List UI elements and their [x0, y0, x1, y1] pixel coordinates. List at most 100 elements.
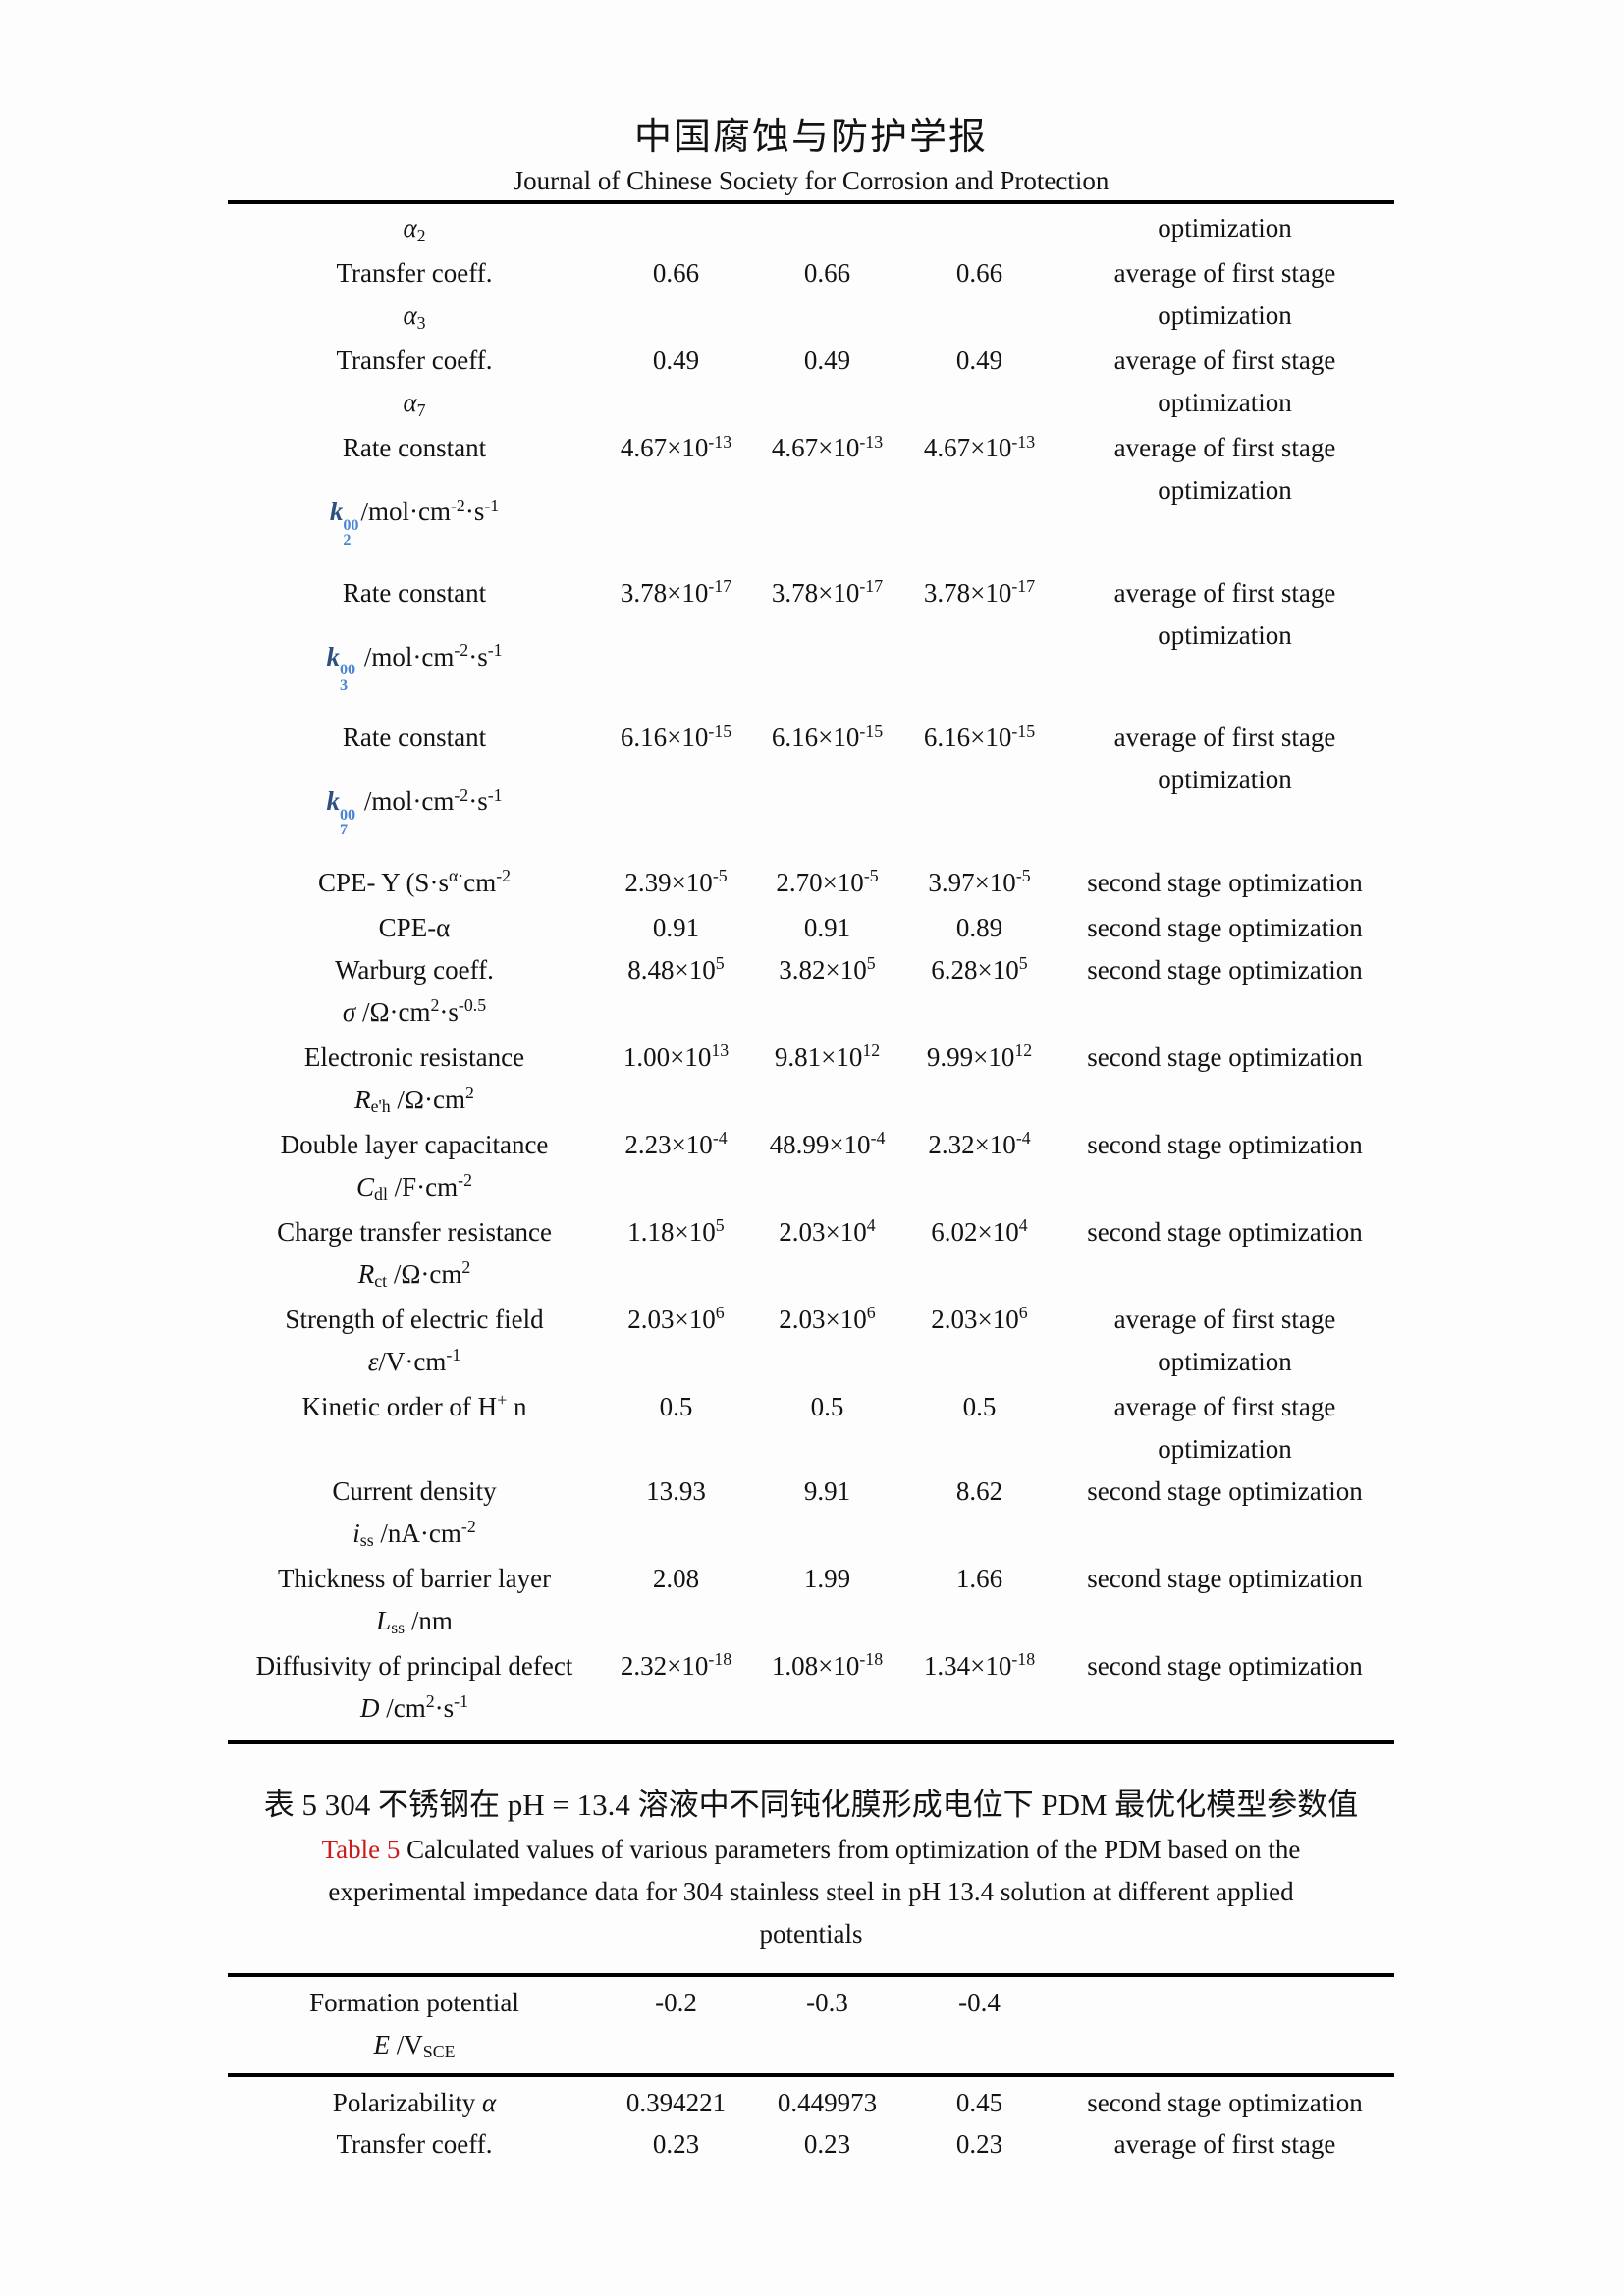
value-col2: 0.449973: [777, 2087, 878, 2117]
value-col3: 0.45: [955, 2087, 1003, 2117]
value-col3: 0.49: [955, 346, 1003, 375]
param-name-cell: Formation potential E /VSCE: [228, 1982, 601, 2069]
param-name-cell: Kinetic order of H+ n: [228, 1386, 601, 1470]
param-desc: average of first stage optimization: [1113, 433, 1336, 505]
table-row: Transfer coeff. α3 0.66 0.66 0.66 averag…: [228, 252, 1394, 340]
param-desc: second stage optimization: [1087, 1129, 1363, 1159]
param-name: Formation potential: [309, 1987, 519, 2017]
param-name: Transfer coeff.: [336, 2128, 493, 2159]
table-row-carryover: α2 optimization: [228, 207, 1394, 252]
param-symbol: ε/V·cm-1: [367, 1345, 461, 1376]
page-content: 中国腐蚀与防护学报 Journal of Chinese Society for…: [228, 0, 1394, 2164]
table-row: Transfer coeff. 0.23 0.23 0.23 average o…: [228, 2123, 1394, 2164]
table-row: Rate constant k 00 7 /mol·cm-2·s-1 6.16×10…: [228, 717, 1394, 862]
journal-header: 中国腐蚀与防护学报 Journal of Chinese Society for…: [228, 0, 1394, 200]
table-row: Electronic resistance Re'h /Ω·cm2 1.00×1…: [228, 1037, 1394, 1124]
table5-label: Table 5: [321, 1834, 401, 1864]
parameters-table: α2 optimization Transfer coeff. α3 0.66 …: [228, 200, 1394, 1744]
table-row: CPE- Y (S·sα·cm-2 2.39×10-5 2.70×10-5 3.…: [228, 862, 1394, 907]
value-col1: 6.16×10-15: [620, 721, 732, 752]
param-symbol: k 00 3 /mol·cm-2·s-1: [326, 640, 503, 694]
value-col3: 3.97×10-5: [928, 866, 1031, 897]
value-col3: 6.02×104: [931, 1215, 1028, 1247]
param-name: Transfer coeff.: [336, 258, 493, 288]
table-row: Rate constant k 00 2/mol·cm-2·s-1 4.67×10-…: [228, 427, 1394, 572]
param-desc: second stage optimization: [1087, 867, 1363, 897]
value-col1: 0.66: [652, 258, 700, 288]
table-row: Charge transfer resistance Rct /Ω·cm2 1.…: [228, 1211, 1394, 1299]
table-row: Double layer capacitance Cdl /F·cm-2 2.2…: [228, 1124, 1394, 1211]
table-row: Current density iss /nA·cm-2 13.93 9.91 …: [228, 1470, 1394, 1558]
table5-caption: 表 5 304 不锈钢在 pH = 13.4 溶液中不同钝化膜形成电位下 PDM…: [228, 1782, 1394, 1955]
value-col1: 0.49: [652, 346, 700, 375]
value-col3: 1.34×10-18: [923, 1649, 1036, 1681]
value-col1: 2.32×10-18: [620, 1649, 732, 1681]
param-name: CPE-α: [378, 912, 451, 942]
value-col3: 1.66: [955, 1563, 1003, 1593]
value-col3: 2.32×10-4: [928, 1128, 1031, 1159]
param-name: Warburg coeff.: [335, 954, 494, 985]
table5-caption-zh: 表 5 304 不锈钢在 pH = 13.4 溶液中不同钝化膜形成电位下 PDM…: [263, 1787, 1359, 1822]
table-row: Rate constant k 00 3 /mol·cm-2·s-1 3.78×10…: [228, 572, 1394, 718]
value-col2: 0.91: [803, 912, 851, 942]
value-col3: 0.66: [955, 258, 1003, 288]
param-name: Current density: [332, 1475, 497, 1506]
param-symbol: α2: [403, 213, 426, 245]
param-symbol: E /VSCE: [373, 2029, 456, 2062]
param-name: Diffusivity of principal defect: [255, 1650, 573, 1681]
value-col2: 0.5: [810, 1391, 844, 1421]
value-col2: 9.91: [803, 1475, 851, 1506]
table5-body: Polarizability α 0.394221 0.449973 0.45 …: [228, 2077, 1394, 2164]
param-name-cell: Warburg coeff. σ /Ω·cm2·s-0.5: [228, 949, 601, 1037]
param-name-cell: Strength of electric field ε/V·cm-1: [228, 1299, 601, 1386]
value-col2: -0.3: [806, 1987, 848, 2017]
table-row: Diffusivity of principal defect D /cm2·s…: [228, 1645, 1394, 1733]
value-col3: -0.4: [958, 1987, 1001, 2017]
table-row: Thickness of barrier layer Lss /nm 2.08 …: [228, 1558, 1394, 1645]
value-col1: 4.67×10-13: [620, 431, 732, 462]
param-name-cell: α2: [228, 207, 601, 252]
value-col3: 3.78×10-17: [923, 576, 1036, 608]
value-col2: 4.67×10-13: [771, 431, 884, 462]
value-col2: 6.16×10-15: [771, 721, 884, 752]
value-col1: 1.18×105: [627, 1215, 725, 1247]
param-name: CPE- Y (S·sα·cm-2: [317, 866, 512, 897]
param-symbol: α7: [403, 388, 426, 420]
value-col2: 2.03×106: [779, 1303, 876, 1334]
param-name: Rate constant: [342, 577, 487, 608]
param-desc: second stage optimization: [1087, 912, 1363, 942]
table5-caption-en-text: Calculated values of various parameters …: [328, 1834, 1301, 1949]
param-desc: second stage optimization: [1087, 1041, 1363, 1072]
param-name-cell: Rate constant k 00 2/mol·cm-2·s-1: [228, 427, 601, 572]
value-col2: 1.08×10-18: [771, 1649, 884, 1681]
table5-caption-en: Table 5 Calculated values of various par…: [298, 1829, 1325, 1955]
value-col1: 2.03×106: [627, 1303, 725, 1334]
value-col2: 2.03×104: [779, 1215, 876, 1247]
param-desc: second stage optimization: [1087, 1216, 1363, 1247]
value-col3: 4.67×10-13: [923, 431, 1036, 462]
table-row: Warburg coeff. σ /Ω·cm2·s-0.5 8.48×105 3…: [228, 949, 1394, 1037]
param-desc: [1056, 1982, 1394, 2069]
value-col2: 0.49: [803, 346, 851, 375]
param-symbol: α3: [403, 300, 426, 333]
value-col1: 3.78×10-17: [620, 576, 732, 608]
value-col2: 0.23: [803, 2128, 851, 2159]
value-col1: 2.08: [652, 1563, 700, 1593]
param-name: Transfer coeff.: [336, 346, 493, 375]
param-name-cell: Thickness of barrier layer Lss /nm: [228, 1558, 601, 1645]
param-symbol: k 00 2/mol·cm-2·s-1: [329, 495, 500, 550]
param-desc: optimization: [1158, 213, 1292, 242]
value-col1: 0.394221: [625, 2087, 727, 2117]
param-desc: second stage optimization: [1087, 1563, 1363, 1593]
value-col3: [903, 207, 1056, 252]
value-col3: 8.62: [955, 1475, 1003, 1506]
param-name: Strength of electric field: [285, 1304, 544, 1334]
value-col3: 0.89: [955, 912, 1003, 942]
param-name: Kinetic order of H+ n: [301, 1390, 527, 1421]
value-col2: [751, 207, 903, 252]
value-col2: 48.99×10-4: [769, 1128, 886, 1159]
param-desc: average of first stage optimization: [1113, 1391, 1336, 1464]
value-col3: 9.99×1012: [926, 1041, 1033, 1072]
param-desc: average of first stage optimization: [1113, 577, 1336, 650]
